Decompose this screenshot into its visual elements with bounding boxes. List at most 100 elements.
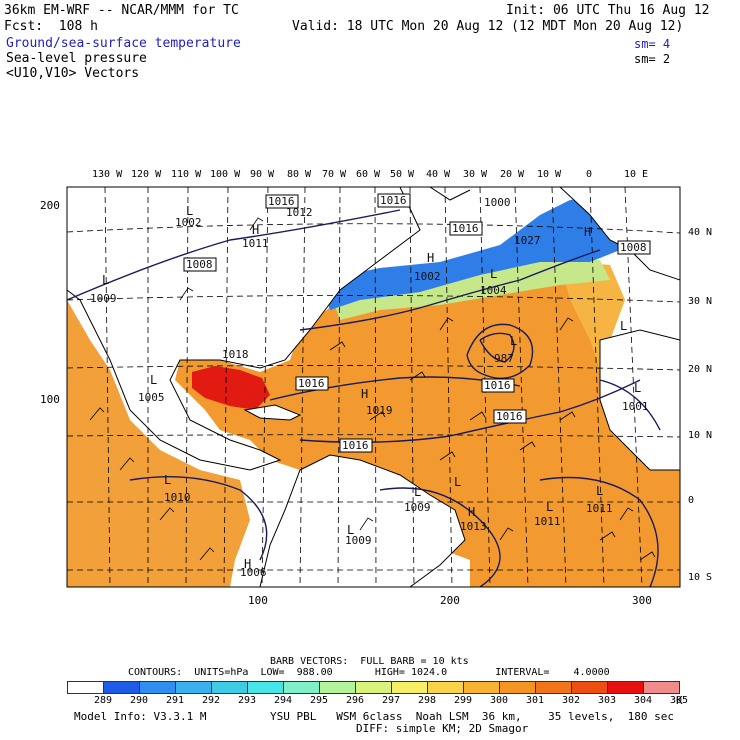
pressure-label: 1000 — [484, 196, 511, 209]
pressure-label: 1001 — [622, 400, 649, 413]
longitude-label: 110 W — [171, 169, 202, 180]
pressure-label-box — [339, 438, 373, 453]
pressure-label-box — [449, 221, 483, 236]
pressure-centers-group: H H H H L L L L L L L L L H L L H L L — [102, 204, 641, 571]
longitude-label: 120 W — [131, 169, 162, 180]
low-pressure-center: L — [150, 373, 157, 387]
legend-swatch — [319, 681, 356, 694]
longitude-label: 0 — [586, 169, 593, 180]
latitude-label: 20 N — [688, 364, 713, 375]
pressure-label: 1018 — [222, 348, 249, 361]
longitude-label: 20 W — [500, 169, 525, 180]
legend-value: 302 — [561, 695, 581, 706]
pressure-label: 1004 — [480, 284, 507, 297]
model-info: Model Info: V3.3.1 M — [74, 710, 207, 723]
greenland-coast — [429, 187, 471, 201]
low-pressure-center: L — [414, 485, 421, 499]
longitude-label: 10 E — [624, 169, 649, 180]
legend-swatch — [499, 681, 536, 694]
legend-value: 296 — [345, 695, 365, 706]
pressure-label: 1002 — [175, 216, 202, 229]
legend-swatch — [211, 681, 248, 694]
grid-x-label-300: 300 — [632, 594, 652, 607]
cuba-land — [243, 404, 302, 421]
pressure-label: 987 — [494, 352, 514, 365]
pressure-label: 1016 — [268, 195, 295, 208]
field-sst-label: Ground/sea-surface temperature — [6, 36, 241, 51]
legend-swatch — [643, 681, 680, 694]
legend-value: 289 — [93, 695, 113, 706]
longitude-label: 90 W — [250, 169, 275, 180]
gulf-hot-spot — [192, 366, 270, 410]
init-time: Init: 06 UTC Thu 16 Aug 12 — [506, 3, 710, 18]
legend-swatch — [67, 681, 104, 694]
pressure-label: 1013 — [460, 520, 487, 533]
legend-swatch — [571, 681, 608, 694]
pressure-label: 1011 — [242, 237, 269, 250]
longitude-label: 40 W — [426, 169, 451, 180]
contours-info: CONTOURS: UNITS=hPa LOW= 988.00 HIGH= 10… — [128, 667, 610, 678]
legend-value: 301 — [525, 695, 545, 706]
pressure-label: 1008 — [620, 241, 647, 254]
low-pressure-center: L — [102, 273, 109, 287]
pressure-label: 1011 — [534, 515, 561, 528]
latitude-label: 0 — [688, 495, 695, 506]
longitude-label: 100 W — [210, 169, 241, 180]
field-sst-smoothing: sm= 4 — [634, 37, 671, 51]
low-pressure-center: L — [490, 267, 497, 281]
legend-value: 299 — [453, 695, 473, 706]
pressure-label: 1009 — [90, 292, 117, 305]
longitude-label: 10 W — [537, 169, 562, 180]
legend-swatch — [427, 681, 464, 694]
pressure-labels-group: 1002 1011 1008 1016 1000 1016 1016 1027 1008 1009… — [90, 193, 651, 579]
latitude-label: 10 S — [688, 572, 713, 583]
grid-y-label-100: 100 — [40, 393, 60, 406]
legend-value: 297 — [381, 695, 401, 706]
high-pressure-center: H — [468, 505, 475, 519]
model-title: 36km EM-WRF -- NCAR/MMM for TC — [4, 3, 239, 18]
pressure-label-box — [183, 257, 217, 272]
pressure-label: 1010 — [164, 491, 191, 504]
latitude-label: 10 N — [688, 430, 713, 441]
sst-cold-north — [320, 195, 640, 310]
pressure-label: 1011 — [586, 502, 613, 515]
pressure-label: 1012 — [286, 206, 313, 219]
pressure-label: 1006 — [240, 566, 267, 579]
latitude-label: 30 N — [688, 296, 713, 307]
pressure-label: 1016 — [342, 439, 369, 452]
low-pressure-center: L — [347, 523, 354, 537]
latitude-label: 40 N — [688, 227, 713, 238]
legend-swatch — [247, 681, 284, 694]
legend-value: 294 — [273, 695, 293, 706]
high-pressure-center: H — [427, 251, 434, 265]
legend-value: 290 — [129, 695, 149, 706]
pressure-label: 1002 — [414, 270, 441, 283]
legend-swatch — [391, 681, 428, 694]
valid-time: Valid: 18 UTC Mon 20 Aug 12 (12 MDT Mon … — [292, 19, 684, 34]
pressure-label: 1016 — [452, 222, 479, 235]
legend-value: 298 — [417, 695, 437, 706]
pressure-label: 1016 — [380, 194, 407, 207]
legend-value: 295 — [309, 695, 329, 706]
wind-barbs — [89, 217, 656, 561]
longitude-label: 50 W — [390, 169, 415, 180]
sst-pacific-field — [67, 300, 250, 587]
legend-value: 304 — [633, 695, 653, 706]
longitude-label: 60 W — [356, 169, 381, 180]
legend-swatch — [103, 681, 140, 694]
forecast-hour: Fcst: 108 h — [4, 19, 98, 34]
legend-swatch — [355, 681, 392, 694]
grid-x-label-200: 200 — [440, 594, 460, 607]
pressure-label: 1009 — [404, 501, 431, 514]
high-pressure-center: H — [244, 557, 251, 571]
sst-cool-north — [330, 258, 610, 320]
legend-swatch — [607, 681, 644, 694]
legend-swatch — [535, 681, 572, 694]
physics-info-1: YSU PBL WSM 6class Noah LSM 36 km, 35 le… — [270, 710, 674, 723]
barb-vectors-info: BARB VECTORS: FULL BARB = 10 kts — [270, 656, 469, 667]
low-pressure-center: L — [620, 319, 627, 333]
pressure-label: 1016 — [298, 377, 325, 390]
pressure-label: 1019 — [366, 404, 393, 417]
legend-value: 303 — [597, 695, 617, 706]
